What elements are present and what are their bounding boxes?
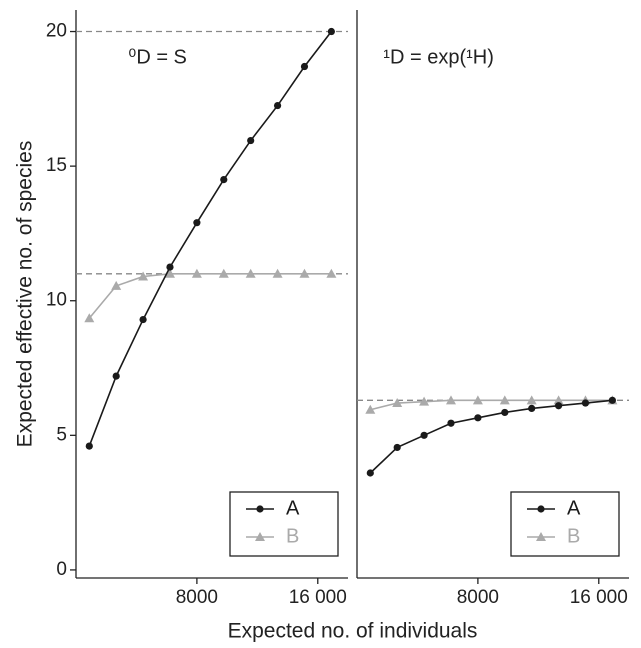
- legend-label: A: [567, 497, 581, 519]
- legend-label: A: [286, 497, 300, 519]
- point: [501, 408, 509, 417]
- x-tick-label: 8000: [457, 587, 499, 608]
- y-tick-label: 5: [56, 424, 67, 445]
- legend-box: [229, 491, 339, 557]
- point: [366, 469, 374, 477]
- y-tick-label: 20: [46, 21, 67, 42]
- series-line: [370, 399, 613, 411]
- panel-title: ⁰D = S: [128, 46, 187, 68]
- point: [392, 398, 403, 408]
- point: [419, 396, 430, 406]
- series-line: [88, 273, 332, 319]
- x-axis-title: Expected no. of individuals: [228, 620, 478, 643]
- point: [553, 395, 564, 405]
- point: [445, 395, 456, 405]
- series-line: [369, 399, 613, 474]
- point: [164, 268, 175, 278]
- point: [273, 101, 282, 110]
- series-line: [88, 31, 333, 447]
- point: [191, 268, 202, 278]
- point: [327, 27, 335, 36]
- point: [84, 313, 95, 323]
- legend-box: [510, 491, 620, 557]
- point: [111, 280, 122, 290]
- point: [245, 268, 256, 278]
- point: [608, 396, 616, 404]
- legend-label: B: [567, 525, 580, 547]
- y-axis-title: Expected effective no. of species: [14, 141, 37, 448]
- point: [193, 219, 201, 227]
- panel-title: ¹D = exp(¹H): [383, 46, 494, 68]
- point: [299, 268, 310, 278]
- point: [139, 315, 147, 324]
- point: [112, 372, 120, 380]
- point: [499, 395, 510, 405]
- point: [220, 175, 228, 184]
- point: [420, 431, 428, 439]
- point: [218, 268, 229, 278]
- point: [474, 414, 482, 422]
- y-tick-label: 15: [46, 155, 67, 176]
- point: [326, 268, 337, 278]
- point: [85, 442, 93, 450]
- y-tick-label: 10: [46, 290, 67, 311]
- point: [300, 62, 309, 71]
- legend-marker: [536, 532, 546, 541]
- x-tick-label: 8000: [176, 587, 218, 608]
- point: [138, 271, 149, 281]
- point: [528, 404, 536, 413]
- point: [554, 402, 563, 410]
- point: [472, 395, 483, 405]
- point: [365, 404, 376, 414]
- y-tick-label: 0: [56, 559, 67, 580]
- legend-marker: [255, 532, 265, 541]
- x-tick-label: 16 000: [289, 587, 347, 608]
- point: [247, 136, 255, 145]
- legend-marker: [256, 505, 264, 513]
- point: [166, 263, 174, 271]
- legend-marker: [537, 505, 545, 513]
- point: [581, 399, 590, 407]
- point: [393, 443, 401, 452]
- legend-label: B: [286, 525, 299, 547]
- x-tick-label: 16 000: [570, 587, 628, 608]
- point: [526, 395, 537, 405]
- point: [447, 419, 455, 427]
- point: [272, 268, 283, 278]
